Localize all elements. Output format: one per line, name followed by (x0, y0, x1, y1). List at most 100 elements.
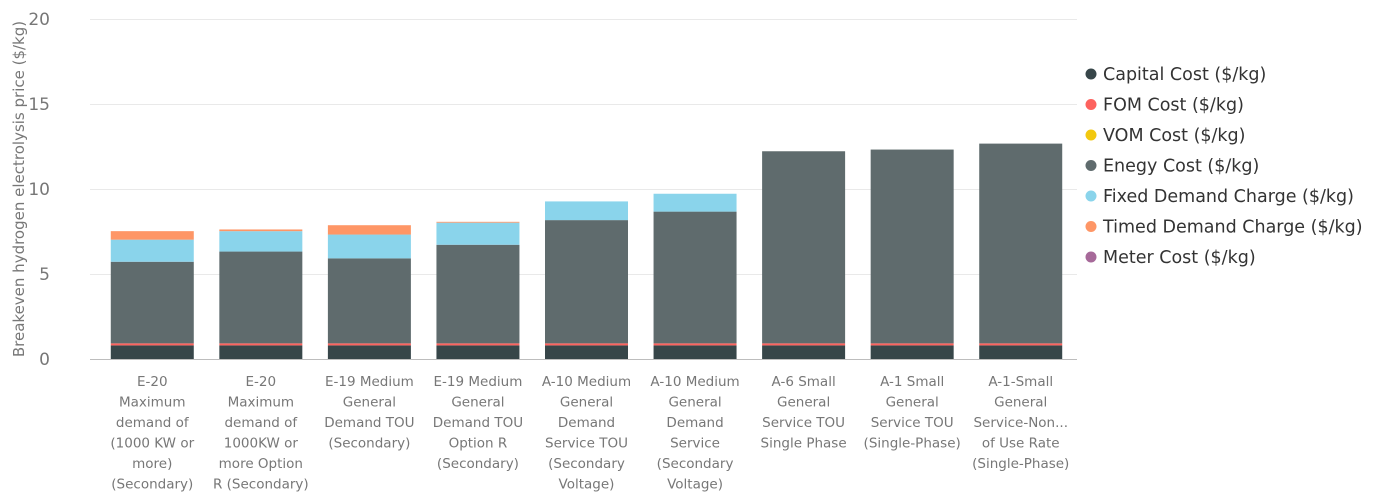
bar-segment[interactable] (653, 193, 737, 212)
x-category-label-line: more) (132, 456, 172, 472)
x-category-label-line: General (777, 395, 830, 411)
bar-segment[interactable] (436, 343, 520, 346)
bar-segment[interactable] (219, 343, 303, 346)
bar-segment[interactable] (436, 345, 520, 359)
bar-segment[interactable] (762, 343, 846, 346)
bar-segment[interactable] (653, 345, 737, 359)
y-tick-label: 10 (28, 180, 50, 200)
legend-swatch (1085, 221, 1097, 232)
bar-segment[interactable] (653, 211, 737, 344)
x-category-label-line: (Secondary (548, 456, 625, 472)
bar-segment[interactable] (762, 345, 846, 359)
x-category-label-line: General (668, 395, 721, 411)
bar-segment[interactable] (219, 345, 303, 359)
legend-item[interactable]: Timed Demand Charge ($/kg) (1085, 218, 1363, 238)
x-category-label-line: (Single-Phase) (864, 436, 961, 452)
legend-label: Fixed Demand Charge ($/kg) (1103, 187, 1354, 207)
x-category-label-line: A-1-Small (988, 374, 1053, 390)
legend-label: VOM Cost ($/kg) (1103, 126, 1246, 146)
bars (110, 143, 1063, 359)
legend[interactable]: Capital Cost ($/kg) FOM Cost ($/kg) VOM Co… (1085, 65, 1363, 268)
x-category-label-line: Service TOU (545, 436, 628, 452)
bar-segment[interactable] (653, 343, 737, 346)
x-category-label-line: A-10 Medium (650, 374, 739, 390)
y-tick-label: 0 (39, 350, 50, 370)
bar-segment[interactable] (327, 258, 411, 344)
x-category-label-line: E-19 Medium (434, 374, 523, 390)
bar-segment[interactable] (110, 231, 194, 240)
bar-segment[interactable] (327, 225, 411, 235)
x-category-label-line: demand of (116, 415, 190, 431)
x-category-label-line: Demand (666, 415, 723, 431)
bar-segment[interactable] (870, 345, 954, 359)
legend-item[interactable]: Enegy Cost ($/kg) (1085, 157, 1260, 177)
x-category-label-line: E-19 Medium (325, 374, 414, 390)
bar-segment[interactable] (219, 251, 303, 344)
bar-segment[interactable] (979, 345, 1063, 359)
bar-segment[interactable] (219, 231, 303, 252)
legend-label: Enegy Cost ($/kg) (1103, 157, 1259, 177)
bar-segment[interactable] (219, 229, 303, 232)
bar-segment[interactable] (436, 222, 520, 245)
bar-segment[interactable] (110, 261, 194, 344)
x-category-label-line: more Option (219, 456, 303, 472)
x-category-label-line: Voltage) (667, 477, 723, 493)
x-category-label-line: General (560, 395, 613, 411)
bar-segment[interactable] (327, 343, 411, 346)
legend-item[interactable]: Meter Cost ($/kg) (1085, 248, 1256, 268)
legend-swatch (1085, 190, 1097, 202)
x-category-label-line: Service-Non... (973, 415, 1068, 431)
bar-segment[interactable] (545, 201, 628, 221)
bar-segment[interactable] (436, 221, 520, 223)
bar-segment[interactable] (110, 343, 194, 346)
y-axis-ticks: 0 5 10 15 20 (28, 10, 50, 370)
bar-segment[interactable] (327, 345, 411, 359)
x-category-label-line: A-1 Small (880, 374, 944, 390)
x-category-label-line: (Secondary) (111, 477, 193, 493)
x-category-label-line: A-6 Small (772, 374, 836, 390)
bar-segment[interactable] (436, 244, 520, 344)
x-category-label-line: Maximum (228, 395, 295, 411)
legend-swatch (1085, 160, 1097, 171)
legend-item[interactable]: FOM Cost ($/kg) (1085, 96, 1244, 116)
bar-segment[interactable] (979, 143, 1063, 344)
x-category-label-line: (Secondary) (328, 436, 410, 452)
x-category-label-line: (Single-Phase) (972, 456, 1069, 472)
x-category-label-line: R (Secondary) (213, 477, 309, 493)
legend-item[interactable]: VOM Cost ($/kg) (1085, 126, 1246, 146)
legend-item[interactable]: Fixed Demand Charge ($/kg) (1085, 187, 1354, 207)
x-category-label: A-6 Small General Service TOU Single Phase (761, 374, 847, 452)
legend-label: Capital Cost ($/kg) (1103, 65, 1266, 85)
legend-swatch (1085, 129, 1097, 141)
x-category-label: E-20 Maximum demand of 1000KW or more Option… (213, 374, 309, 493)
x-category-label-line: of Use Rate (982, 436, 1060, 452)
legend-label: Meter Cost ($/kg) (1103, 248, 1256, 268)
x-category-label-line: Demand TOU (324, 415, 414, 431)
bar-segment[interactable] (110, 345, 194, 359)
y-axis-title: Breakeven hydrogen electrolysis price ($… (10, 21, 28, 357)
bar-segment[interactable] (870, 149, 954, 344)
bar-segment[interactable] (545, 345, 628, 359)
bar-segment[interactable] (762, 151, 846, 344)
legend-swatch (1085, 99, 1097, 110)
y-tick-label: 5 (39, 265, 50, 285)
x-category-label-line: General (343, 395, 396, 411)
x-category-label-line: E-20 (246, 374, 277, 390)
x-category-label-line: A-10 Medium (542, 374, 631, 390)
legend-swatch (1085, 251, 1097, 263)
x-category-label-line: Service TOU (762, 415, 845, 431)
x-category-label-line: 1000KW or (224, 436, 299, 452)
x-category-label: A-10 Medium General Demand Service TOU (Seco… (542, 374, 631, 493)
legend-label: FOM Cost ($/kg) (1103, 96, 1244, 116)
x-axis-categories: E-20 Maximum demand of (1000 KW or more) (Sec… (110, 374, 1069, 493)
x-category-label-line: Service TOU (871, 415, 954, 431)
bar-segment[interactable] (327, 234, 411, 259)
legend-item[interactable]: Capital Cost ($/kg) (1085, 65, 1267, 85)
bar-segment[interactable] (545, 220, 628, 344)
bar-segment[interactable] (870, 343, 954, 346)
bar-segment[interactable] (979, 343, 1063, 346)
bar-segment[interactable] (545, 343, 628, 346)
x-category-label-line: Maximum (119, 395, 186, 411)
bar-segment[interactable] (110, 239, 194, 262)
